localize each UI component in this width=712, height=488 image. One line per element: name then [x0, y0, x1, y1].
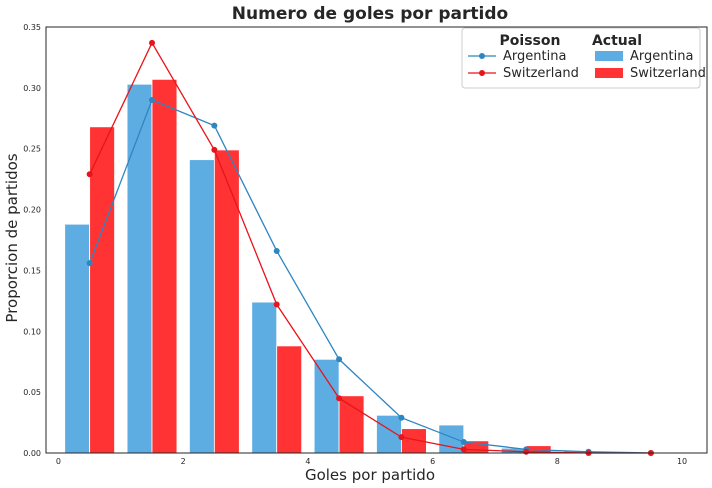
bar-switzerland-4	[338, 395, 365, 454]
legend-actual-header: Actual	[592, 33, 642, 49]
bar-argentina-2	[189, 159, 215, 454]
x-tick-label-3: 6	[430, 457, 435, 466]
legend-box	[461, 27, 701, 89]
point-switzerland-2	[211, 146, 218, 153]
legend-bar-swatch-argentina	[595, 51, 623, 61]
point-argentina-2	[211, 122, 218, 129]
y-tick-label-6: 0.30	[23, 84, 41, 93]
legend-label-actual-switzerland: Switzerland	[630, 66, 706, 81]
bar-switzerland-3	[276, 345, 303, 454]
legend-label-actual-argentina: Argentina	[630, 49, 693, 64]
point-argentina-1	[149, 97, 156, 104]
x-tick-label-1: 2	[181, 457, 186, 466]
x-tick-labels: 0 2 4 6 8 10	[56, 457, 687, 466]
line-argentina	[89, 99, 651, 454]
bar-switzerland-2	[213, 149, 240, 454]
y-tick-label-1: 0.05	[23, 388, 41, 397]
bar-argentina-3	[251, 301, 278, 454]
point-switzerland-1	[149, 39, 156, 46]
bar-argentina-0	[64, 223, 91, 454]
point-switzerland-6	[460, 446, 467, 453]
point-argentina-4	[336, 356, 343, 363]
y-tick-label-7: 0.35	[23, 23, 41, 32]
y-tick-label-5: 0.25	[23, 145, 41, 154]
bar-argentina-6	[438, 424, 465, 454]
x-tick-label-0: 0	[56, 457, 61, 466]
legend-poisson-header: Poisson	[500, 33, 561, 49]
x-tick-label-5: 10	[677, 457, 687, 466]
legend-entries: Argentina Switzerland Argentina Switzerland	[468, 49, 706, 81]
bar-argentina-1	[126, 83, 153, 454]
point-switzerland-7	[523, 448, 530, 455]
chart-title: Numero de goles por partido	[232, 4, 508, 24]
legend-label-poisson-switzerland: Switzerland	[503, 66, 579, 81]
legend: Poisson Actual ArgentinaSwitzerlandArgen…	[461, 27, 706, 89]
point-argentina-5	[398, 414, 405, 421]
x-tick-label-4: 8	[555, 457, 560, 466]
legend-label-poisson-argentina: Argentina	[503, 49, 566, 64]
y-tick-label-2: 0.10	[23, 327, 41, 336]
y-tick-label-3: 0.15	[23, 266, 41, 275]
axes-frame	[45, 26, 708, 454]
legend-marker-argentina	[479, 53, 485, 59]
point-switzerland-5	[398, 434, 405, 441]
x-tick-label-2: 4	[305, 457, 310, 466]
point-argentina-0	[86, 260, 93, 267]
legend-bar-swatch-switzerland	[595, 68, 623, 78]
bar-switzerland-0	[89, 126, 115, 454]
y-axis-label: Proporcion de partidos	[3, 153, 21, 322]
point-argentina-6	[460, 439, 467, 446]
y-tick-label-0: 0.00	[23, 449, 41, 458]
point-switzerland-4	[336, 395, 343, 402]
bar-switzerland-1	[151, 78, 178, 454]
point-switzerland-0	[86, 171, 93, 178]
bars-group	[64, 78, 589, 454]
point-argentina-3	[273, 247, 280, 254]
plot-area	[45, 26, 708, 456]
line-switzerland	[89, 41, 651, 454]
y-tick-labels: 0.00 0.05 0.10 0.15 0.20 0.25 0.30 0.35	[23, 23, 41, 458]
bar-argentina-4	[313, 358, 340, 454]
legend-marker-switzerland	[479, 70, 485, 76]
point-switzerland-3	[273, 301, 280, 308]
x-axis-label: Goles por partido	[305, 466, 435, 484]
y-tick-label-4: 0.20	[23, 206, 41, 215]
